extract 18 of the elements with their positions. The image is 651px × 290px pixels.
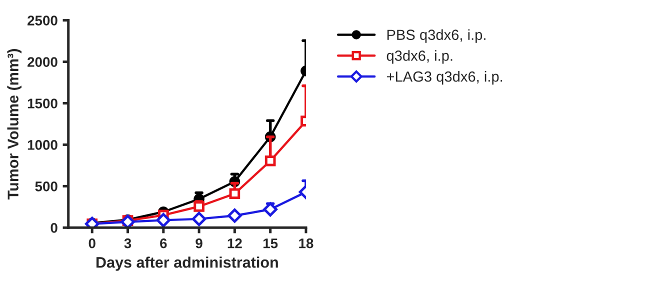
y-tick-label: 1000: [28, 140, 58, 150]
y-tick-label: 2000: [28, 57, 58, 67]
y-tick-label: 2500: [28, 16, 58, 26]
legend-label: +LAG3 q3dx6, i.p.: [386, 71, 502, 85]
y-tick-label: 1500: [28, 98, 58, 108]
legend-label: PBS q3dx6, i.p.: [387, 29, 486, 43]
x-tick-label: 6: [160, 238, 167, 248]
x-tick-label: 15: [263, 238, 278, 248]
x-tick-label: 9: [196, 238, 202, 248]
y-tick-label: 0: [50, 222, 58, 233]
x-tick-label: 0: [88, 238, 96, 248]
y-tick-label: 500: [35, 182, 58, 192]
x-axis-title: Days after administration: [96, 256, 278, 271]
x-tick-label: 18: [299, 238, 314, 248]
y-axis-title: Tumor Volume (mm³): [7, 49, 22, 200]
x-tick-label: 12: [228, 238, 242, 248]
legend-label: q3dx6, i.p.: [386, 50, 452, 64]
x-tick-label: 3: [124, 238, 132, 248]
